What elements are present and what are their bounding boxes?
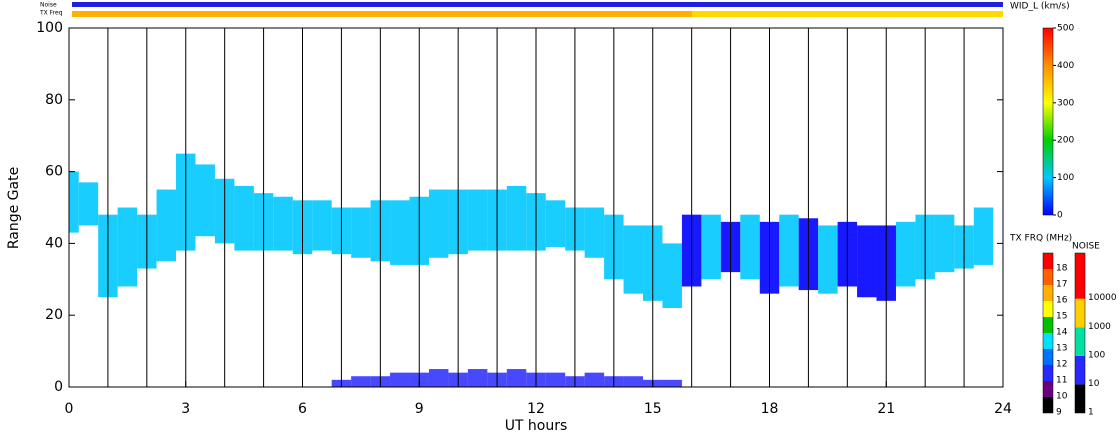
x-tick-label: 18 — [761, 401, 779, 417]
echo-band — [506, 185, 527, 251]
echo-band — [740, 214, 760, 280]
colorbar-tick-label: 1 — [1088, 408, 1094, 418]
freq-color-block — [1043, 269, 1053, 285]
colorbar-tick-label: 10 — [1088, 379, 1100, 389]
echo-band — [973, 207, 994, 265]
echo-band — [857, 225, 877, 298]
near-range-echo — [584, 372, 605, 387]
colorbar-tick-label: 17 — [1056, 280, 1067, 290]
echo-band — [78, 182, 99, 226]
echo-band — [545, 200, 566, 247]
echo-band — [662, 243, 682, 309]
echo-band — [117, 207, 138, 287]
freq-strip — [72, 11, 692, 17]
y-axis-label: Range Gate — [6, 167, 22, 249]
noise-color-block — [1075, 298, 1085, 328]
freq-colorbar — [1042, 252, 1054, 414]
echo-band — [234, 185, 254, 251]
colorbar-tick-label: 100 — [1088, 350, 1105, 360]
noise-colorbar — [1074, 252, 1086, 414]
colorbar-tick-label: 18 — [1056, 264, 1068, 274]
noise-color-block — [1075, 327, 1085, 356]
x-tick-label: 24 — [994, 401, 1012, 417]
y-tick-label: 80 — [45, 92, 63, 108]
freq-color-block — [1043, 333, 1053, 349]
colorbar-tick-label: 13 — [1056, 344, 1067, 354]
near-range-echo — [662, 379, 682, 387]
echo-band — [312, 200, 332, 251]
y-tick-label: 40 — [45, 235, 63, 251]
echo-band — [428, 189, 449, 258]
y-tick-label: 20 — [45, 307, 63, 323]
near-range-echo — [506, 369, 527, 387]
freq-color-block — [1043, 301, 1053, 317]
echo-band — [623, 225, 644, 294]
colorbar-tick-label: 400 — [1057, 61, 1074, 71]
colorbar-title: TX FRQ (MHz) — [1009, 234, 1072, 244]
freq-color-block — [1043, 381, 1053, 397]
freq-color-block — [1043, 397, 1053, 413]
strip-label: Noise — [40, 2, 57, 9]
colorbar-tick-label: 9 — [1056, 408, 1062, 418]
x-tick-label: 15 — [644, 401, 662, 417]
echo-band — [467, 189, 488, 251]
x-tick-label: 21 — [877, 401, 895, 417]
freq-color-block — [1043, 365, 1053, 381]
colorbar-tick-label: 11 — [1056, 376, 1067, 386]
colorbar-tick-label: 16 — [1056, 296, 1068, 306]
noise-color-block — [1075, 355, 1085, 385]
strip-label: TX Freq — [39, 10, 63, 17]
near-range-echo — [428, 369, 449, 387]
colorbar-tick-label: 10 — [1056, 392, 1068, 402]
colorbar-tick-label: 14 — [1056, 328, 1068, 338]
y-tick-label: 0 — [54, 379, 63, 395]
colorbar-title: WID_L (km/s) — [1010, 2, 1070, 12]
echo-band — [779, 214, 799, 287]
echo-band — [934, 214, 955, 273]
echo-band — [390, 200, 410, 265]
echo-band — [273, 196, 293, 251]
echo-band — [895, 221, 916, 287]
noise-color-block — [1075, 384, 1085, 413]
colorbar-tick-label: 200 — [1057, 136, 1074, 146]
echo-band — [156, 189, 177, 262]
x-tick-label: 12 — [527, 401, 545, 417]
freq-color-block — [1043, 253, 1053, 269]
near-range-echo — [467, 369, 488, 387]
near-range-echo — [623, 376, 644, 387]
x-tick-label: 0 — [65, 401, 74, 417]
width-colorbar — [1042, 27, 1054, 216]
colorbar-tick-label: 15 — [1056, 312, 1067, 322]
freq-strip — [692, 11, 1003, 17]
echo-band — [351, 207, 371, 258]
echo-band — [69, 171, 79, 233]
near-range-echo — [351, 376, 371, 387]
freq-color-block — [1043, 349, 1053, 365]
echo-band — [818, 225, 838, 294]
echo-band — [195, 164, 215, 237]
y-tick-label: 100 — [36, 20, 63, 36]
colorbar-tick-label: 1000 — [1088, 322, 1111, 332]
noise-color-block — [1075, 253, 1085, 299]
x-axis-label: UT hours — [505, 418, 568, 434]
noise-strip — [72, 2, 1003, 7]
colorbar-tick-label: 300 — [1057, 98, 1074, 108]
x-tick-label: 3 — [181, 401, 190, 417]
colorbar-title: NOISE — [1072, 242, 1100, 252]
colorbar-tick-label: 0 — [1057, 211, 1063, 221]
echo-band — [701, 214, 721, 280]
near-range-echo — [390, 372, 410, 387]
colorbar-tick-label: 12 — [1056, 360, 1067, 370]
x-tick-label: 6 — [298, 401, 307, 417]
y-tick-label: 60 — [45, 164, 63, 180]
colorbar-tick-label: 100 — [1057, 173, 1074, 183]
near-range-echo — [545, 372, 566, 387]
x-tick-label: 9 — [415, 401, 424, 417]
colorbar-tick-label: 500 — [1057, 24, 1074, 34]
freq-color-block — [1043, 285, 1053, 301]
freq-color-block — [1043, 317, 1053, 333]
colorbar-tick-label: 10000 — [1088, 293, 1117, 303]
echo-band — [584, 207, 605, 258]
